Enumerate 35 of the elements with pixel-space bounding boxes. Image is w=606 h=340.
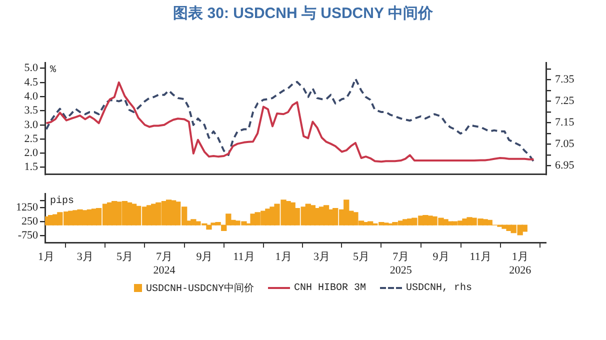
x-tick-label: 3月	[76, 251, 94, 264]
y-tick-label: 250	[22, 215, 38, 228]
legend-label: USDCNH-USDCNY中间价	[146, 282, 254, 295]
y2-tick-label: 7.35	[555, 74, 575, 86]
y2-tick-label: 6.95	[555, 160, 575, 172]
chart-title: 图表 30: USDCNH 与 USDCNY 中间价	[172, 4, 434, 23]
x-tick-label: 3月	[314, 251, 330, 264]
y-tick-label: 1.5	[24, 161, 38, 174]
x-tick-label: 11月	[233, 251, 255, 264]
x-tick-label: 5月	[353, 251, 370, 264]
y-tick-label: 2.5	[24, 132, 38, 145]
x-tick-label: 5月	[116, 251, 133, 264]
y2-tick-label: 7.25	[555, 95, 575, 108]
y-tick-label: 4.0	[24, 90, 38, 102]
y-tick-label: 2.0	[24, 147, 38, 160]
y-axis-title: pips	[50, 195, 74, 208]
x-tick-label: 1月	[38, 251, 55, 264]
y-axis-title: %	[50, 65, 56, 76]
x-tick-label: 11月	[470, 251, 492, 264]
y2-tick-label: 7.05	[555, 138, 575, 150]
y-tick-label: 5.0	[24, 62, 38, 74]
y-tick-label: 4.5	[24, 76, 38, 88]
x-tick-label: 7月 2025	[390, 251, 412, 276]
y-tick-label: 1250	[16, 201, 38, 214]
x-tick-label: 1月 2026	[509, 251, 532, 276]
legend-label: USDCNH, rhs	[406, 282, 472, 294]
y-tick-label: 3.5	[24, 104, 38, 117]
legend-label: CNH HIBOR 3M	[294, 282, 366, 294]
y-tick-label: 3.0	[24, 118, 38, 131]
x-tick-label: 1月	[275, 251, 292, 264]
x-tick-label: 7月 2024	[153, 251, 176, 276]
y-tick-label: -750	[18, 229, 38, 242]
x-tick-label: 9月	[432, 251, 450, 264]
y2-tick-label: 7.15	[555, 116, 575, 129]
x-tick-label: 9月	[196, 251, 213, 264]
